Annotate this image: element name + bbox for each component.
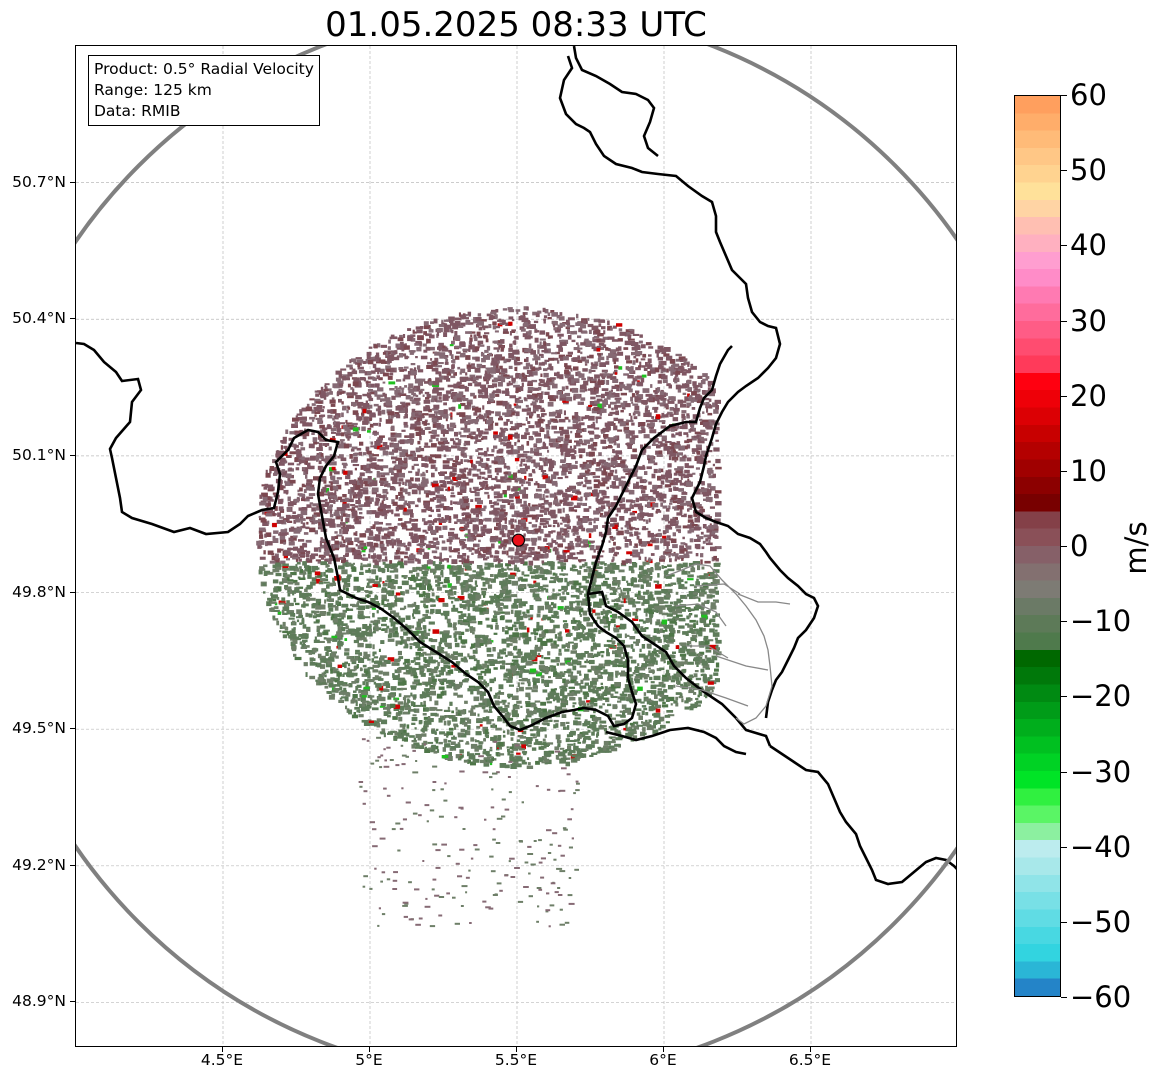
lon-tick-mark [516, 1047, 517, 1052]
colorbar-tick-label: 50 [1070, 153, 1107, 188]
lon-tick-label: 6.5°E [788, 1051, 832, 1069]
map-title: 01.05.2025 08:33 UTC [325, 5, 707, 45]
lat-tick-label: 50.4°N [12, 309, 66, 328]
lat-tick-label: 49.5°N [12, 719, 66, 738]
colorbar-tick-label: 20 [1070, 378, 1107, 413]
radar-echoes [256, 306, 722, 928]
radar-map [75, 45, 957, 1047]
border-luxembourg-west [587, 590, 772, 747]
lon-tick-mark [222, 1047, 223, 1052]
colorbar-tick-label: −50 [1070, 904, 1132, 939]
lon-tick-label: 6°E [649, 1051, 677, 1069]
colorbar-tick-mark [1061, 395, 1067, 397]
colorbar-tick-label: −30 [1070, 754, 1132, 789]
lat-tick-label: 50.1°N [12, 445, 66, 464]
colorbar-tick-label: −10 [1070, 604, 1132, 639]
radar-map-canvas [76, 46, 956, 1046]
border-france-east [605, 726, 747, 756]
info-box: Product: 0.5° Radial Velocity Range: 125… [88, 55, 320, 126]
colorbar-tick-label: 0 [1070, 529, 1089, 563]
colorbar-tick-mark [1061, 771, 1067, 773]
country-borders [76, 46, 956, 886]
luxembourg-admin-lines [665, 563, 791, 725]
colorbar-tick-mark [1061, 846, 1067, 848]
colorbar-tick-mark [1061, 245, 1067, 247]
lon-tick-mark [369, 1047, 370, 1052]
border-germany [558, 55, 820, 719]
colorbar-tick-label: 30 [1070, 303, 1107, 338]
border-belgium-france [76, 341, 733, 732]
border-germany-north [572, 46, 659, 158]
colorbar-tick-label: −60 [1070, 980, 1132, 1014]
lat-tick-label: 49.2°N [12, 855, 66, 874]
lat-tick-label: 50.7°N [12, 172, 66, 191]
colorbar-tick-mark [1061, 997, 1067, 998]
colorbar-tick-mark [1061, 921, 1067, 923]
lat-tick-label: 48.9°N [12, 992, 66, 1011]
info-product: Product: 0.5° Radial Velocity [94, 60, 314, 78]
radar-site-marker [511, 533, 526, 547]
colorbar-tick-mark [1061, 621, 1067, 623]
lat-tick-mark [70, 1001, 75, 1003]
colorbar-tick-label: −40 [1070, 829, 1132, 864]
lon-tick-label: 5°E [355, 1051, 383, 1069]
colorbar-tick-mark [1061, 546, 1067, 547]
colorbar-unit: m/s [1119, 521, 1153, 575]
lat-tick-mark [70, 864, 75, 866]
colorbar-tick-label: 40 [1070, 228, 1107, 263]
colorbar-tick-label: −20 [1070, 679, 1132, 714]
lon-tick-mark [663, 1047, 664, 1052]
lon-tick-label: 4.5°E [200, 1051, 244, 1069]
colorbar [1014, 95, 1061, 997]
lat-tick-mark [70, 728, 75, 730]
info-source: Data: RMIB [94, 102, 181, 120]
lat-tick-mark [70, 454, 75, 456]
lon-tick-mark [810, 1047, 811, 1052]
lat-tick-mark [70, 318, 75, 320]
border-france-germany-east [769, 744, 956, 886]
lat-tick-mark [70, 591, 75, 593]
colorbar-tick-label: 10 [1070, 453, 1107, 488]
lon-tick-label: 5.5°E [494, 1051, 538, 1069]
lat-tick-mark [70, 181, 75, 183]
colorbar-tick-mark [1061, 320, 1067, 322]
lat-tick-label: 49.8°N [12, 582, 66, 601]
colorbar-tick-mark [1061, 95, 1067, 96]
colorbar-tick-label: 60 [1070, 78, 1107, 112]
info-range: Range: 125 km [94, 81, 212, 99]
colorbar-tick-mark [1061, 470, 1067, 472]
colorbar-tick-mark [1061, 170, 1067, 172]
colorbar-tick-mark [1061, 696, 1067, 698]
